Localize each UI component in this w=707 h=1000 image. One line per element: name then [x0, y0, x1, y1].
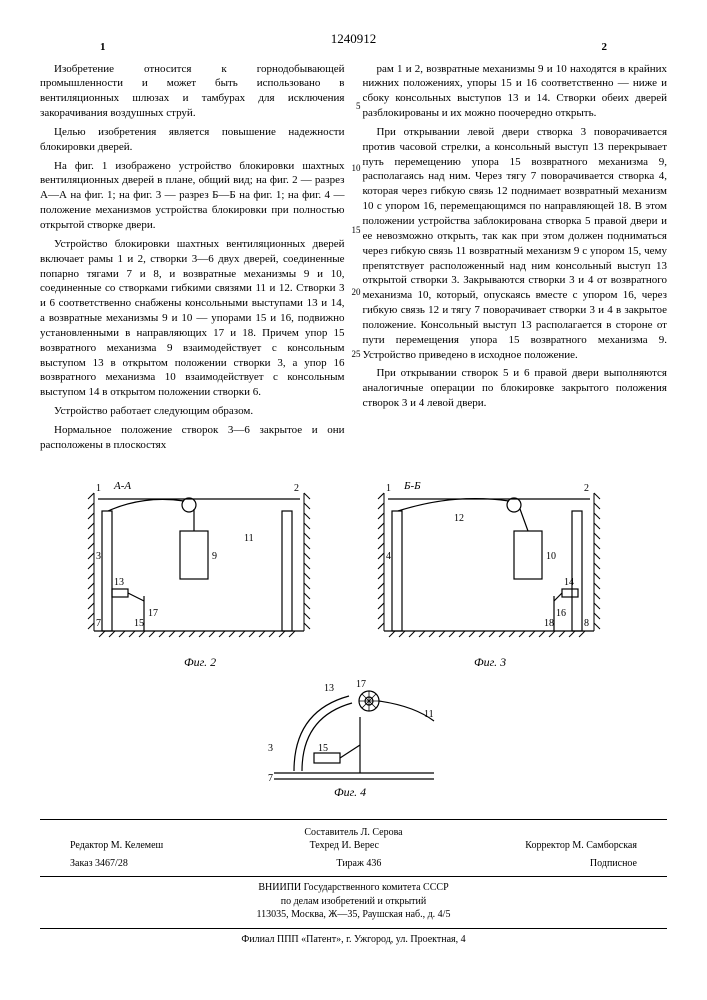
- line-mark: 20: [352, 286, 361, 298]
- svg-text:8: 8: [584, 618, 589, 629]
- corrector: Корректор М. Самборская: [525, 839, 637, 853]
- para: Устройство блокировки шахтных вентиляцио…: [40, 237, 345, 400]
- svg-text:1: 1: [96, 483, 101, 494]
- svg-text:13: 13: [324, 683, 334, 694]
- compiler: Составитель Л. Серова: [40, 826, 667, 840]
- svg-text:9: 9: [212, 551, 217, 562]
- fig4-label: Фиг. 4: [334, 785, 366, 799]
- para: Нормальное положение створок 3—6 закрыто…: [40, 423, 345, 453]
- tirage: Тираж 436: [336, 857, 381, 871]
- svg-text:14: 14: [564, 577, 574, 588]
- svg-text:16: 16: [556, 608, 566, 619]
- org-line: Филиал ППП «Патент», г. Ужгород, ул. Про…: [40, 933, 667, 947]
- line-mark: 15: [352, 224, 361, 236]
- tech-editor: Техред И. Верес: [310, 839, 379, 853]
- para: На фиг. 1 изображено устройство блокиров…: [40, 159, 345, 233]
- fig3-label: Фиг. 3: [474, 655, 506, 669]
- fig2-label: Фиг. 2: [184, 655, 216, 669]
- left-column: 1 Изобретение относится к горнодобывающе…: [40, 62, 345, 457]
- svg-text:7: 7: [268, 773, 273, 784]
- org-line: 113035, Москва, Ж—35, Раушская наб., д. …: [40, 908, 667, 922]
- svg-text:15: 15: [318, 743, 328, 754]
- order-number: Заказ 3467/28: [70, 857, 128, 871]
- svg-text:12: 12: [454, 513, 464, 524]
- line-mark: 10: [352, 162, 361, 174]
- svg-text:11: 11: [244, 533, 254, 544]
- svg-text:1: 1: [386, 483, 391, 494]
- svg-text:4: 4: [386, 551, 391, 562]
- para: При открывании левой двери створка 3 пов…: [363, 125, 668, 363]
- org-line: по делам изобретений и открытий: [40, 895, 667, 909]
- section-bb-label: Б-Б: [403, 480, 421, 492]
- figures-2-3: А-А: [74, 471, 634, 671]
- para: Устройство работает следующим образом.: [40, 404, 345, 419]
- svg-text:18: 18: [544, 618, 554, 629]
- document-number: 1240912: [40, 30, 667, 48]
- svg-text:7: 7: [96, 618, 101, 629]
- para: Изобретение относится к горнодобывающей …: [40, 62, 345, 121]
- para: Целью изобретения является повышение над…: [40, 125, 345, 155]
- svg-text:2: 2: [294, 483, 299, 494]
- svg-text:15: 15: [134, 618, 144, 629]
- subscription: Подписное: [590, 857, 637, 871]
- svg-text:10: 10: [546, 551, 556, 562]
- svg-text:17: 17: [356, 679, 366, 690]
- figure-4: 13 17 3 11 7 15 Фиг. 4: [234, 671, 474, 801]
- credits-block: Составитель Л. Серова Редактор М. Келеме…: [40, 819, 667, 947]
- figures-area: А-А: [40, 471, 667, 801]
- page-num-right: 2: [602, 40, 608, 55]
- svg-text:3: 3: [96, 551, 101, 562]
- svg-text:11: 11: [424, 709, 434, 720]
- right-column: 2 5 10 15 20 25 рам 1 и 2, возвратные ме…: [363, 62, 668, 457]
- line-mark: 5: [356, 100, 361, 112]
- para: При открывании створок 5 и 6 правой двер…: [363, 366, 668, 411]
- text-columns: 1 Изобретение относится к горнодобывающе…: [40, 62, 667, 457]
- line-mark: 25: [352, 348, 361, 360]
- section-aa-label: А-А: [113, 480, 131, 492]
- svg-text:2: 2: [584, 483, 589, 494]
- svg-text:3: 3: [268, 743, 273, 754]
- svg-text:17: 17: [148, 608, 158, 619]
- editor: Редактор М. Келемеш: [70, 839, 163, 853]
- page-num-left: 1: [100, 40, 106, 55]
- org-line: ВНИИПИ Государственного комитета СССР: [40, 881, 667, 895]
- para: рам 1 и 2, возвратные механизмы 9 и 10 н…: [363, 62, 668, 121]
- svg-text:13: 13: [114, 577, 124, 588]
